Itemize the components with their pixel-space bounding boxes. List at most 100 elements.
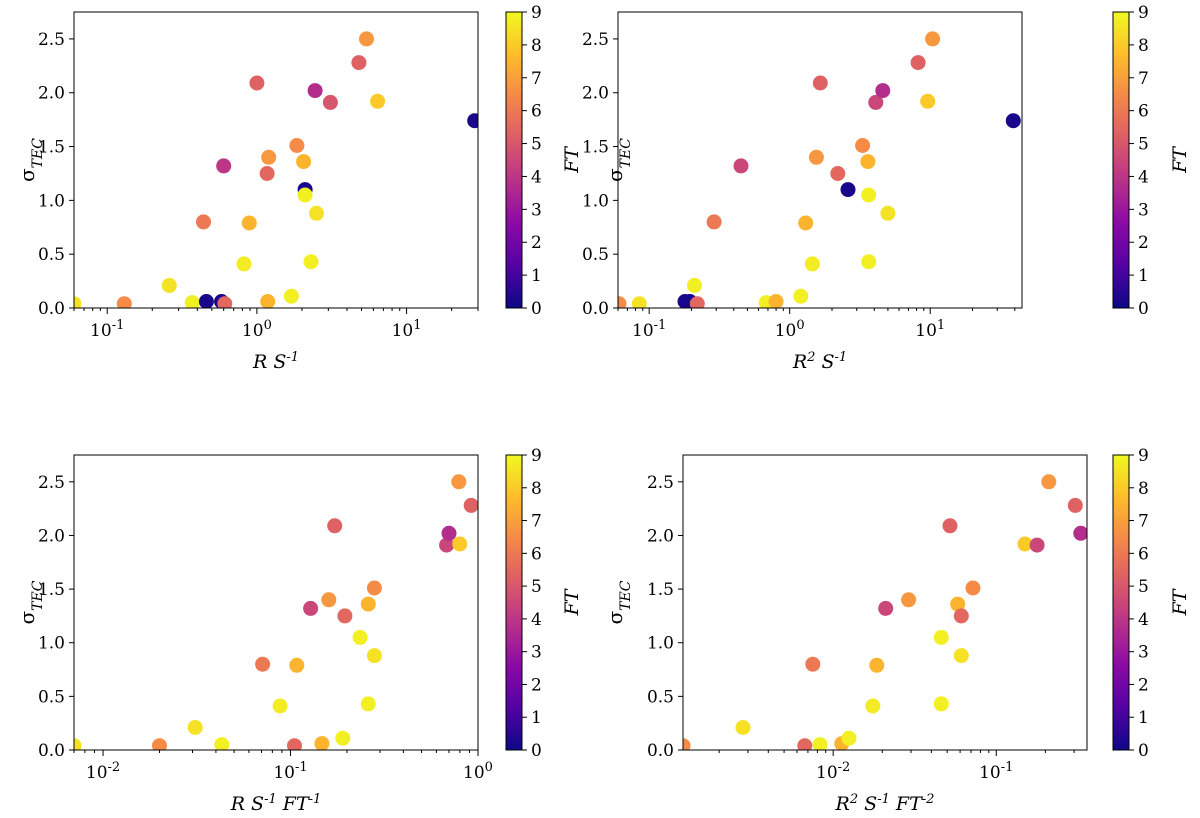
colorbar-tick-label: 8 (531, 479, 542, 499)
subplot-1: 0.0 0.5 1.0 1.5 2.0 2.5 10-1 100 101 R S-1 σTEC 0 1 2… (15, 3, 583, 373)
colorbar-tick-label: 1 (531, 708, 542, 728)
data-point (196, 214, 211, 230)
colorbar-tick-label: 3 (531, 200, 542, 220)
colorbar-label: FT (1169, 588, 1191, 616)
y-axis-label: σTEC (15, 580, 46, 624)
colorbar-label: FT (561, 146, 583, 174)
data-point (797, 738, 813, 750)
colorbar-tick-label: 7 (1138, 69, 1149, 89)
data-point (953, 608, 969, 624)
data-point (187, 720, 203, 735)
data-point (953, 648, 969, 664)
x-axis-label: R2 S-1 (792, 350, 847, 374)
x-tick-label: 100 (242, 318, 272, 342)
colorbar-tick-label: 0 (1138, 299, 1149, 319)
y-tick-label: 1.0 (38, 634, 65, 654)
colorbar-tick-label: 3 (1138, 200, 1149, 220)
colorbar-tick-label: 2 (1138, 233, 1149, 253)
data-point (322, 94, 338, 110)
colorbar-tick-label: 4 (531, 610, 542, 630)
data-point (840, 182, 856, 198)
data-point (687, 277, 702, 293)
y-tick-label: 2.5 (38, 30, 65, 50)
colorbar-tick-label: 5 (531, 135, 542, 155)
data-point (289, 138, 305, 153)
colorbar-tick-label: 6 (531, 102, 542, 122)
data-point (296, 154, 312, 170)
colorbar-tick-label: 0 (1138, 741, 1149, 761)
data-point (683, 738, 691, 750)
subplot-3: 0.0 0.5 1.0 1.5 2.0 2.5 10-2 10-1 100 R S-1 FT-1 σ… (15, 446, 583, 815)
data-point (868, 94, 884, 110)
data-point (236, 256, 252, 272)
y-tick-label: 1.5 (582, 138, 609, 158)
subplot-4: 0.0 0.5 1.0 1.5 2.0 2.5 10-2 10-1 R2 S-1 FT-2 σTE… (603, 446, 1191, 815)
data-point (878, 600, 894, 616)
data-point (463, 497, 478, 513)
data-point (933, 696, 949, 712)
data-point (689, 296, 705, 308)
data-point (337, 608, 353, 624)
y-tick-label: 0.5 (38, 245, 65, 265)
y-tick-label: 0.5 (38, 687, 65, 707)
colorbar-tick-label: 7 (531, 69, 542, 89)
data-point (335, 730, 351, 746)
colorbar (505, 454, 523, 751)
colorbar (1112, 454, 1130, 751)
colorbar-tick-label: 8 (531, 36, 542, 56)
data-point (910, 55, 926, 71)
x-tick-label: 10-1 (273, 760, 307, 784)
data-point (366, 648, 382, 664)
x-tick-label: 101 (392, 318, 422, 342)
colorbar-tick-label: 2 (531, 233, 542, 253)
data-point (861, 187, 877, 203)
data-point (1067, 497, 1083, 513)
y-tick-label: 0.5 (647, 687, 674, 707)
data-point (321, 592, 337, 608)
data-point (297, 187, 313, 203)
points-group (74, 31, 478, 308)
data-point (259, 166, 275, 181)
data-point (812, 75, 828, 91)
colorbar-label: FT (561, 588, 583, 616)
data-point (841, 730, 857, 746)
colorbar (1112, 11, 1130, 309)
data-point (855, 138, 871, 153)
axes-frame (682, 454, 1088, 751)
data-point (901, 592, 917, 608)
x-tick-label: 10-1 (979, 760, 1013, 784)
data-point (768, 294, 784, 308)
colorbar-tick-label: 1 (531, 266, 542, 286)
y-axis-label: σTEC (15, 138, 46, 182)
data-point (352, 629, 368, 645)
data-point (451, 474, 467, 490)
data-point (798, 215, 814, 231)
data-point (942, 518, 958, 534)
data-point (631, 296, 647, 308)
data-point (249, 75, 265, 91)
colorbar-tick-label: 3 (531, 643, 542, 663)
y-tick-label: 2.0 (38, 526, 65, 546)
subplot-2: 0.0 0.5 1.0 1.5 2.0 2.5 10-1 100 101 R2 S-1 σTEC 0 1… (582, 3, 1191, 373)
colorbar-tick-label: 6 (1138, 544, 1149, 564)
colorbar-tick-label: 5 (1138, 135, 1149, 155)
y-tick-label: 2.5 (38, 473, 65, 493)
data-point (261, 149, 277, 165)
x-axis-label: R S-1 FT-1 (230, 792, 322, 816)
x-tick-label: 10-1 (90, 318, 124, 342)
data-point (216, 158, 232, 174)
x-tick-label: 100 (463, 760, 493, 784)
data-point (1073, 525, 1087, 541)
data-point (272, 698, 288, 714)
y-tick-label: 1.0 (38, 191, 65, 211)
points-group (74, 474, 478, 750)
data-point (359, 31, 374, 47)
y-tick-label: 0.0 (38, 741, 65, 761)
data-point (360, 696, 376, 712)
x-tick-label: 10-1 (632, 318, 666, 342)
colorbar-tick-label: 0 (531, 299, 542, 319)
data-point (920, 93, 936, 109)
x-tick-label: 10-2 (816, 760, 850, 784)
colorbar-tick-label: 9 (1138, 446, 1149, 466)
x-tick-label: 100 (775, 318, 805, 342)
